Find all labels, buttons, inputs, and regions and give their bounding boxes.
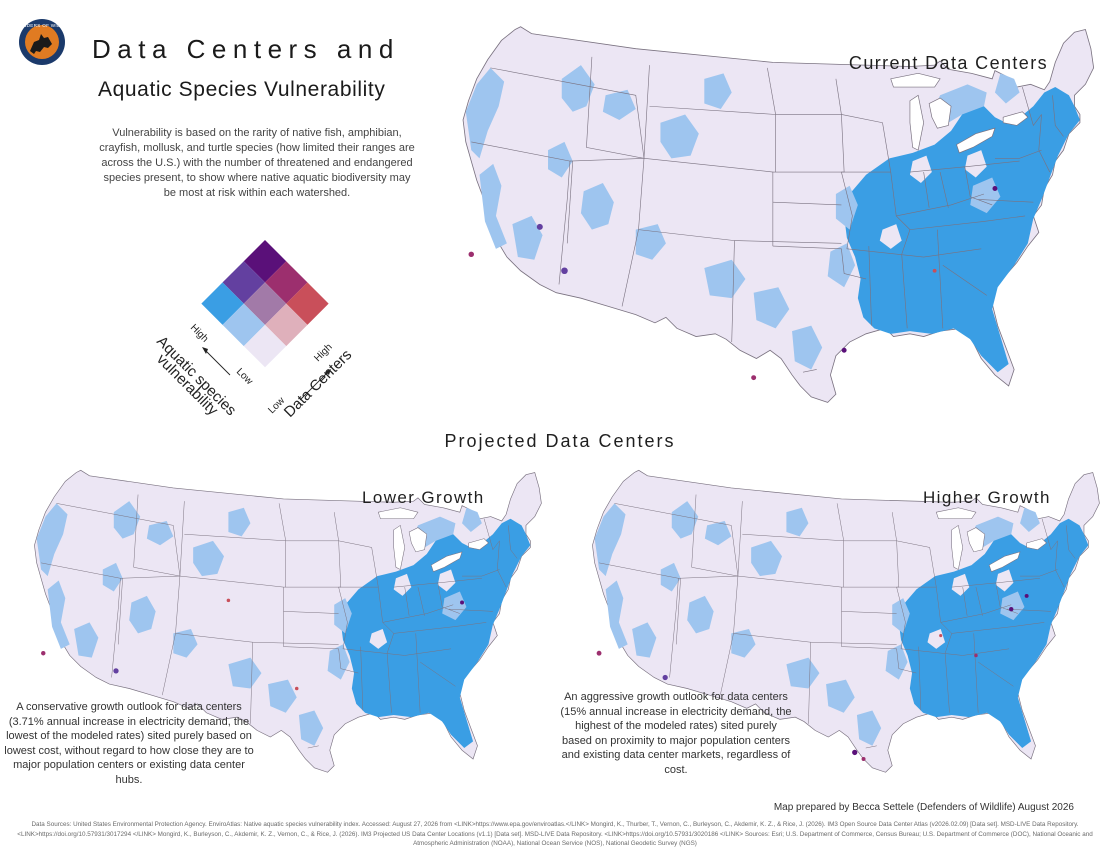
lower-datacenter-hotspots — [41, 598, 465, 691]
higher-datacenter-hotspots — [596, 593, 1029, 762]
legend-arrowhead-right — [325, 369, 331, 375]
higher-growth-label: Higher Growth — [923, 488, 1051, 507]
title-line1: Data Centers and — [92, 34, 400, 64]
lower-growth-label: Lower Growth — [362, 488, 485, 507]
credit: Map prepared by Becca Settele (Defenders… — [773, 802, 1074, 813]
legend-cell-low-low — [243, 324, 287, 368]
legend-left-title-1: Aquatic species — [153, 333, 239, 419]
higher-growth-note: An aggressive growth outlook for data ce… — [560, 691, 792, 776]
current-map — [462, 26, 1095, 404]
higher-growth-map — [591, 469, 1100, 773]
projected-heading: Projected Data Centers — [444, 431, 676, 451]
title-line2: Aquatic Species Vulnerability — [98, 78, 386, 101]
legend-axis-arrow-left — [204, 349, 231, 376]
legend-left-high: High — [188, 322, 210, 344]
defenders-logo: DEFENDERS OF WILDLIFE — [18, 19, 66, 65]
logo-text: DEFENDERS OF WILDLIFE — [18, 23, 66, 28]
lower-growth-note: A conservative growth outlook for data c… — [4, 701, 254, 786]
lower-growth-map — [33, 469, 542, 773]
current-map-label: Current Data Centers — [848, 53, 1048, 73]
data-sources: Data Sources: United States Environmenta… — [17, 821, 1093, 847]
current-datacenter-hotspots — [468, 186, 998, 381]
legend-left-low: Low — [234, 366, 255, 387]
bivariate-legend: High Low Low High Aquatic species vulner… — [153, 240, 355, 421]
legend-arrowhead-left — [202, 347, 208, 354]
description: Vulnerability is based on the rarity of … — [99, 127, 415, 199]
legend-cell-high-high — [243, 240, 287, 283]
legend-axis-arrow-right — [299, 371, 329, 401]
